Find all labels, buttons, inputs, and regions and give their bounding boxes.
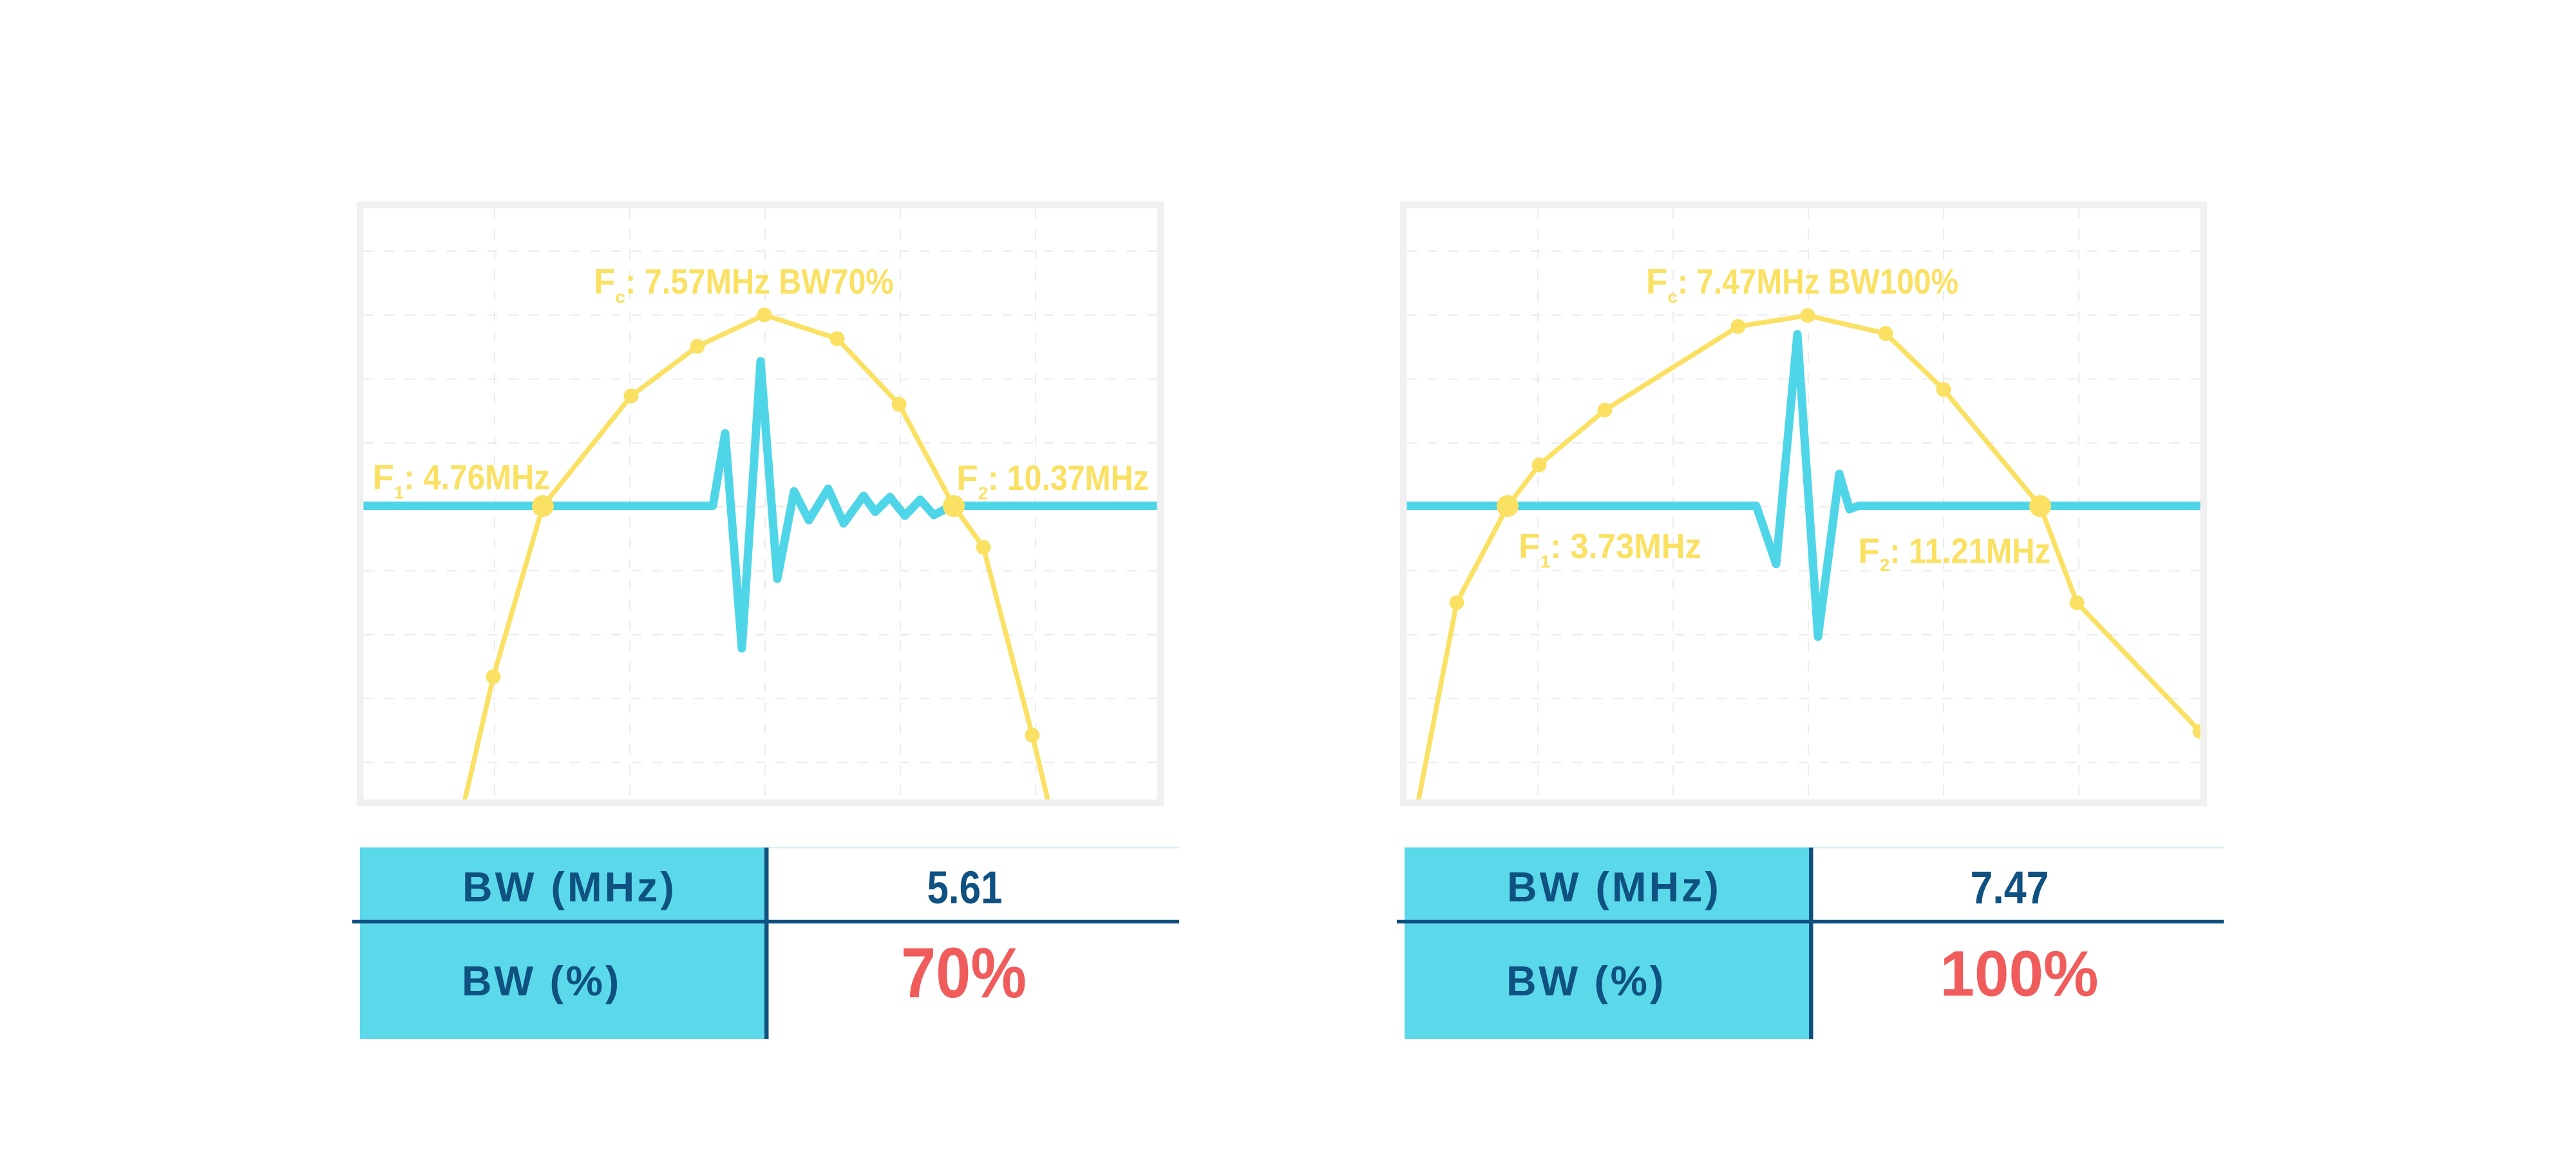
svg-text:100%: 100% [1940,938,2099,1010]
svg-text:2: 2 [978,484,989,503]
svg-text:F: F [956,458,978,498]
svg-text:: 3.73MHz: : 3.73MHz [1550,526,1701,566]
svg-text:1: 1 [1540,552,1551,572]
svg-text:BW (%): BW (%) [1506,958,1666,1004]
svg-text:: 7.57MHz BW70%: : 7.57MHz BW70% [625,261,894,301]
svg-text:F: F [1646,261,1668,301]
svg-text:c: c [615,287,625,307]
svg-text:F: F [594,261,616,301]
svg-text:F: F [1858,531,1880,571]
svg-text:: 4.76MHz: : 4.76MHz [404,457,550,497]
svg-text:2: 2 [1880,555,1890,575]
svg-text:5.61: 5.61 [927,863,1003,914]
svg-text:: 10.37MHz: : 10.37MHz [988,458,1148,498]
svg-text:F: F [1519,526,1540,566]
svg-text:BW (MHz): BW (MHz) [1507,864,1721,910]
svg-text:70%: 70% [901,934,1027,1013]
svg-text:7.47: 7.47 [1971,863,2049,914]
svg-text:: 11.21MHz: : 11.21MHz [1889,531,2050,571]
svg-text:BW (MHz): BW (MHz) [462,864,677,910]
svg-text:BW (%): BW (%) [462,958,621,1004]
svg-text:c: c [1667,287,1678,307]
svg-text:: 7.47MHz BW100%: : 7.47MHz BW100% [1678,261,1958,301]
svg-text:F: F [372,457,394,497]
svg-text:1: 1 [394,483,404,503]
